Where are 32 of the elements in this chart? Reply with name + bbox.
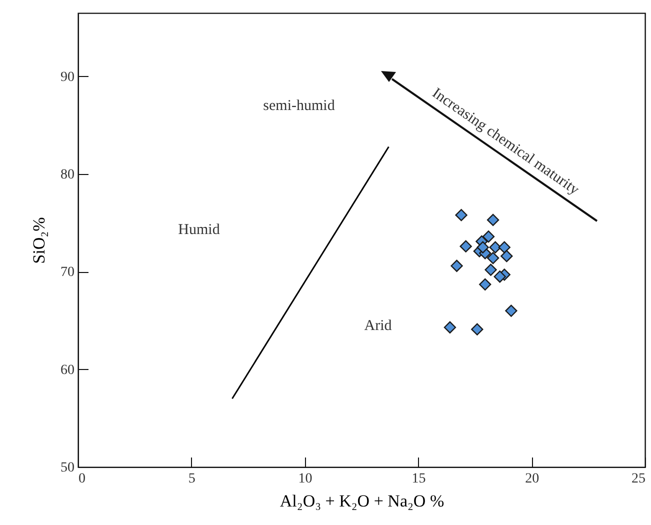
annotation: Humid [178, 222, 220, 238]
point [444, 321, 456, 334]
y-tick-label: 80 [60, 168, 74, 183]
point [479, 278, 492, 290]
x-tick-label: 15 [412, 472, 426, 486]
annotation: semi-humid [263, 98, 336, 114]
y-tick-label: 90 [60, 70, 74, 85]
y-axis-title: SiO₂% [30, 217, 48, 264]
x-tick-label: 20 [525, 472, 540, 486]
y-tick-label: 50 [60, 460, 74, 476]
annotation: Arid [364, 318, 392, 334]
x-axis-title: Al₂O₃ + K₂O + Na₂O % [280, 492, 444, 510]
point [486, 214, 500, 226]
point [460, 240, 472, 252]
point [505, 304, 518, 317]
x-tick-label: 0 [78, 472, 86, 486]
point [482, 230, 495, 243]
point [489, 241, 502, 254]
y-tick-label: 60 [60, 362, 74, 378]
point [450, 260, 463, 272]
point [486, 252, 500, 264]
y-tick-label: 70 [60, 265, 74, 280]
point [455, 209, 468, 222]
point [471, 323, 484, 336]
x-tick-label: 10 [298, 472, 312, 486]
x-tick-label: 25 [632, 472, 646, 486]
x-tick-label: 5 [188, 472, 196, 486]
point [498, 241, 510, 254]
point [500, 250, 513, 262]
point [494, 270, 506, 283]
point [476, 241, 489, 254]
point [484, 264, 497, 276]
